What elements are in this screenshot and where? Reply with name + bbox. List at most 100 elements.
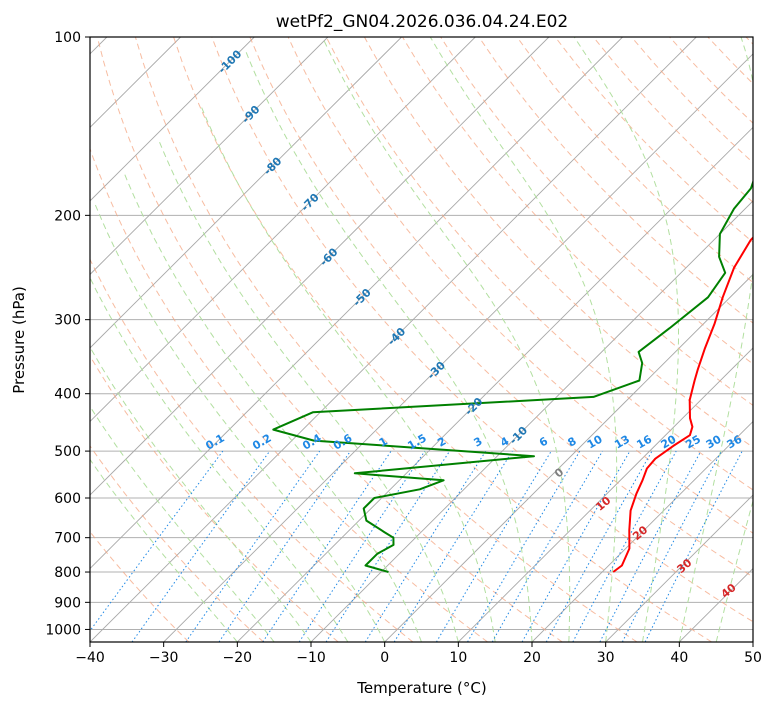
mixing-ratio-label: 13: [612, 433, 632, 452]
dry-adiabat-line: [211, 37, 753, 623]
x-tick-label: 20: [523, 650, 541, 666]
temperature-profile-line: [612, 236, 753, 573]
dry-adiabat-line: [745, 37, 753, 45]
isotherm-label: -70: [299, 191, 322, 214]
moist-adiabat-line: [90, 458, 238, 642]
chart-title: wetPf2_GN04.2026.036.04.24.E02: [276, 12, 568, 32]
x-axis: −40 −30 −20 −10 0 10 20 30 40 50: [75, 642, 762, 666]
mixing-ratio-line: [185, 450, 321, 642]
isotherm-line: [90, 37, 623, 570]
mixing-ratio-line: [218, 450, 351, 642]
isotherm-label: -60: [317, 245, 340, 268]
mixing-ratio-label: 20: [659, 432, 679, 451]
mixing-ratio-label: 0.2: [250, 432, 273, 453]
dry-adiabat-line: [516, 37, 753, 284]
moist-adiabat-label: 10: [593, 494, 613, 514]
isotherm-line: [90, 37, 550, 496]
mixing-ratio-line: [572, 450, 677, 642]
isotherm-line: [531, 420, 753, 642]
mixing-ratio-label: 10: [585, 432, 605, 451]
isotherm-label: -80: [261, 154, 284, 177]
moist-adiabat-line: [678, 37, 753, 642]
mixing-ratio-line: [644, 450, 743, 642]
x-axis-label: Temperature (°C): [356, 679, 486, 697]
dry-adiabat-line: [134, 37, 638, 642]
x-tick-label: 0: [380, 650, 389, 666]
moist-adiabat-line: [321, 37, 571, 642]
background-lines: [90, 37, 753, 642]
dry-adiabat-line: [90, 445, 264, 642]
mixing-ratio-label: 1: [377, 435, 390, 450]
y-tick-label: 600: [54, 491, 81, 507]
moist-adiabat-label: 30: [674, 556, 694, 576]
moist-adiabat-label: 0: [552, 465, 566, 480]
x-tick-label: 10: [449, 650, 467, 666]
moist-adiabat-line: [90, 346, 312, 642]
isotherm-line: [752, 641, 753, 642]
isotherm-label: -20: [462, 395, 485, 418]
dry-adiabat-line: [707, 37, 753, 85]
y-axis-label: Pressure (hPa): [10, 286, 28, 394]
isotherm-line: [90, 37, 476, 423]
isotherm-line: [90, 37, 402, 349]
x-tick-label: −40: [75, 650, 105, 666]
moist-adiabat-line: [199, 104, 496, 642]
mixing-ratio-label: 30: [704, 432, 724, 451]
moist-adiabat-line: [123, 173, 422, 642]
dry-adiabat-line: [90, 530, 190, 642]
x-tick-label: −20: [223, 650, 253, 666]
y-tick-label: 200: [54, 208, 81, 224]
mixing-ratio-line: [521, 450, 631, 642]
isotherm-line: [90, 37, 329, 276]
moist-adiabat-line: [715, 498, 753, 642]
x-tick-label: 40: [670, 650, 688, 666]
dry-adiabat-line: [90, 147, 488, 642]
isotherm-line: [163, 53, 753, 642]
dewpoint-profile-line: [272, 179, 753, 573]
y-tick-label: 500: [54, 444, 81, 460]
isotherm-line: [457, 347, 753, 642]
dry-adiabat-line: [90, 258, 414, 642]
dry-adiabat-line: [287, 37, 753, 534]
mixing-ratio-line: [599, 450, 702, 642]
mixing-ratio-line: [131, 450, 271, 642]
y-tick-label: 700: [54, 531, 81, 547]
isotherm-label: -50: [351, 286, 374, 309]
isotherm-label: -100: [216, 47, 245, 76]
dry-adiabat-line: [592, 37, 753, 203]
y-tick-label: 900: [54, 595, 81, 611]
dry-adiabat-line: [440, 37, 753, 365]
y-tick-label: 400: [54, 387, 81, 403]
isotherm-line: [605, 494, 753, 642]
dry-adiabat-line: [90, 355, 339, 642]
y-tick-label: 1000: [45, 622, 81, 638]
y-tick-label: 800: [54, 565, 81, 581]
mixing-ratio-line: [90, 450, 224, 632]
mixing-ratio-label: 0.4: [300, 431, 324, 452]
plot-area: 0.1 0.2 0.4 0.6 1 1.5 2 3 4 6 8 10 13 16 20 25 30 36-100-…: [89, 36, 754, 643]
moist-adiabat-label: 20: [630, 523, 650, 543]
y-tick-label: 300: [54, 313, 81, 329]
mixing-ratio-line: [545, 450, 653, 642]
plot-frame: [89, 36, 754, 643]
moist-adiabat-line: [158, 141, 459, 642]
moist-adiabat-line: [429, 37, 618, 642]
mixing-ratio-label: 8: [566, 435, 579, 450]
moist-adiabat-line: [90, 405, 275, 642]
mixing-ratio-label: 36: [725, 432, 745, 451]
x-tick-label: 50: [744, 650, 762, 666]
moist-adiabat-line: [244, 49, 533, 642]
x-tick-label: −30: [149, 650, 179, 666]
mixing-ratio-line: [298, 450, 426, 642]
isotherm-line: [90, 37, 697, 642]
x-tick-label: 30: [597, 650, 615, 666]
isotherm-label: -10: [507, 424, 530, 447]
isotherm-label: -90: [239, 103, 262, 126]
mixing-ratio-line: [467, 450, 581, 642]
mixing-ratio-label: 0.6: [331, 431, 355, 452]
mixing-ratio-label: 6: [537, 434, 550, 449]
y-tick-label: 100: [54, 30, 81, 46]
dry-adiabat-line: [554, 37, 753, 243]
dry-adiabat-line: [96, 37, 563, 642]
mixing-ratio-line: [435, 450, 552, 642]
